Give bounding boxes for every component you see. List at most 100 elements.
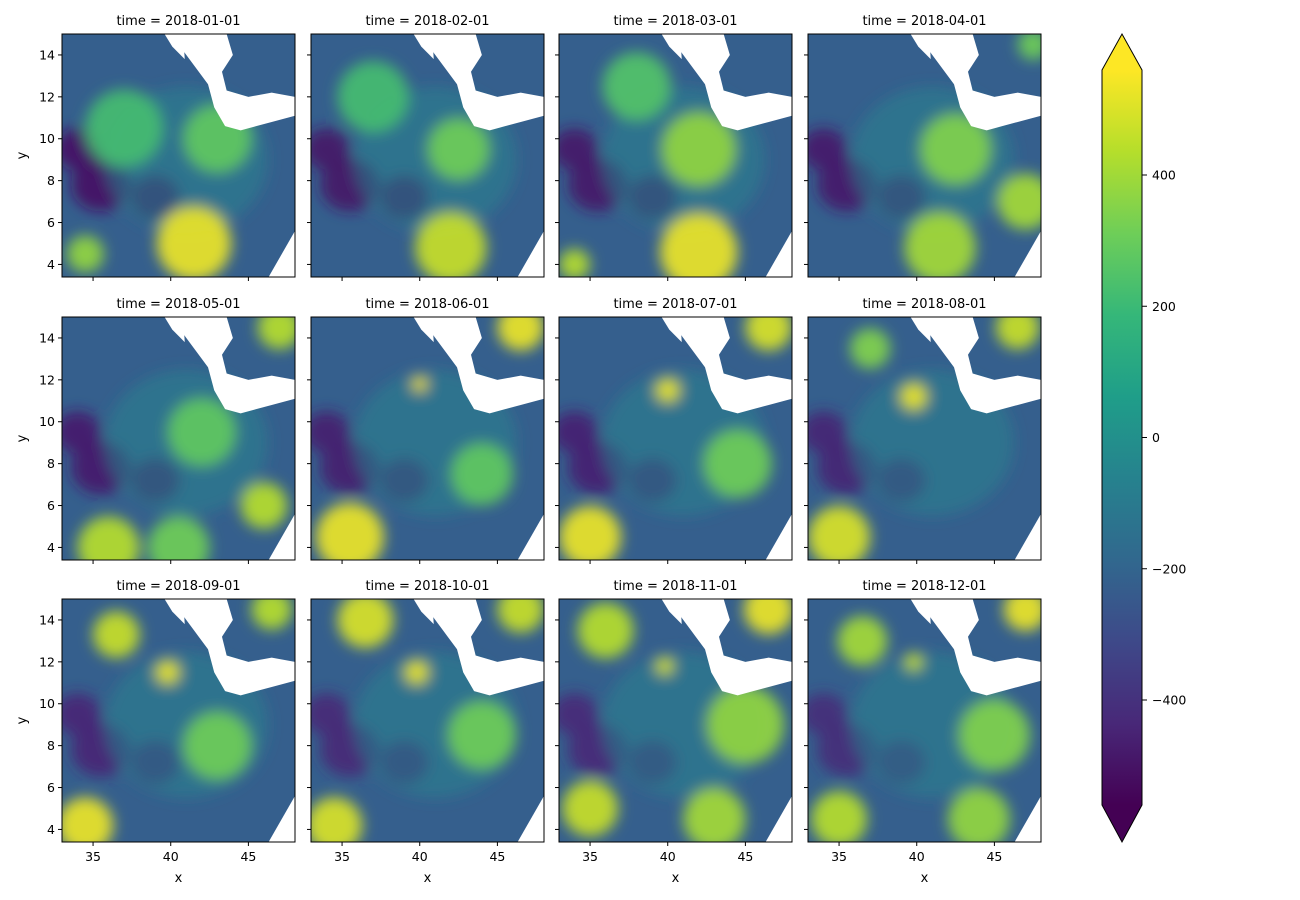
field-9 (62, 599, 295, 842)
y-tick-label: 6 (47, 215, 55, 230)
panel-frame (807, 316, 1042, 561)
panel-2: time = 2018-02-01 (307, 14, 545, 281)
y-tick-label: 14 (39, 330, 55, 345)
warm-anomaly (251, 599, 292, 630)
y-tick-label: 10 (39, 696, 55, 711)
gulf-of-aden-mask (181, 317, 295, 414)
field-3 (559, 34, 792, 277)
red-sea-mask (910, 599, 931, 625)
indian-ocean-mask (1014, 230, 1041, 277)
y-tick-label: 4 (47, 540, 55, 555)
panel-title: time = 2018-04-01 (862, 14, 986, 29)
gulf-of-aden-mask (927, 34, 1041, 131)
panel-12: time = 2018-12-01 35 40 45 x (804, 579, 1042, 886)
indian-ocean-mask (517, 513, 544, 560)
red-sea-mask (413, 599, 434, 625)
red-sea-mask (164, 34, 185, 60)
panel-title: time = 2018-06-01 (365, 297, 489, 312)
field-12 (808, 599, 1041, 842)
colorbar: 400 200 0 −200 −400 (1101, 32, 1186, 844)
panel-title: time = 2018-01-01 (116, 14, 240, 29)
cold-anomaly (311, 693, 350, 736)
warm-anomaly (1003, 599, 1041, 632)
y-tick-label: 14 (39, 47, 55, 62)
indian-ocean-mask (268, 230, 295, 277)
field-6 (311, 317, 544, 560)
cold-anomaly (311, 128, 350, 171)
gulf-of-aden-mask (678, 34, 792, 131)
warm-anomaly (904, 652, 923, 672)
warm-anomaly (66, 235, 104, 273)
colorbar-extend-max (1102, 34, 1142, 70)
x-tick-label: 40 (163, 849, 179, 864)
panel-9: time = 2018-09-01 4 6 8 10 12 14 35 40 45 y x (15, 579, 296, 886)
field-7 (559, 317, 792, 560)
gulf-of-aden-mask (927, 317, 1041, 414)
field-2 (311, 34, 544, 277)
y-axis-label: y (15, 151, 30, 159)
warm-anomaly (337, 599, 394, 648)
y-tick-label: 6 (47, 498, 55, 513)
y-axis-label: y (15, 716, 30, 724)
gulf-of-aden-mask (430, 599, 544, 696)
warm-anomaly (683, 787, 746, 842)
warm-anomaly (808, 505, 871, 560)
red-sea-mask (910, 317, 931, 343)
colorbar-outline (1101, 32, 1143, 844)
red-sea-mask (413, 317, 434, 343)
field-4 (808, 34, 1041, 277)
colorbar-extend-min (1102, 805, 1142, 842)
cold-anomaly (559, 693, 598, 736)
warm-anomaly (156, 206, 232, 277)
warm-anomaly (745, 317, 792, 351)
cold-anomaly (808, 693, 847, 736)
warm-anomaly (577, 602, 634, 659)
warm-anomaly (703, 429, 772, 498)
y-tick-label: 8 (47, 173, 55, 188)
panel-frame (310, 316, 545, 561)
warm-anomaly (661, 111, 737, 187)
warm-anomaly (427, 118, 490, 181)
warm-anomaly (85, 89, 163, 168)
y-tick-label: 8 (47, 738, 55, 753)
panel-title: time = 2018-02-01 (365, 14, 489, 29)
panel-frame (61, 316, 296, 561)
x-axis-label: x (424, 871, 432, 886)
warm-anomaly (257, 317, 295, 350)
indian-ocean-mask (765, 230, 792, 277)
colorbar-tick-label: −400 (1152, 693, 1186, 708)
x-tick-label: 35 (85, 849, 101, 864)
cold-anomaly (62, 411, 101, 454)
x-tick-label: 40 (660, 849, 676, 864)
x-tick-label: 35 (582, 849, 598, 864)
warm-anomaly (240, 482, 288, 529)
cold-anomaly (62, 693, 101, 736)
panel-frame (558, 33, 793, 278)
warm-anomaly (147, 516, 210, 560)
red-sea-mask (661, 34, 682, 60)
warm-anomaly (415, 211, 487, 277)
warm-anomaly (995, 317, 1040, 350)
panel-frame (807, 598, 1042, 843)
panel-3: time = 2018-03-01 (555, 14, 793, 281)
warm-anomaly (62, 797, 114, 842)
x-axis-label: x (921, 871, 929, 886)
cold-anomaly (808, 128, 847, 171)
panel-frame (807, 33, 1042, 278)
field-5 (62, 317, 295, 560)
cold-anomaly (559, 128, 598, 171)
x-tick-label: 35 (831, 849, 847, 864)
indian-ocean-mask (268, 795, 295, 842)
warm-anomaly (559, 248, 591, 277)
x-tick-label: 45 (986, 849, 1002, 864)
cold-anomaly (808, 411, 847, 454)
warm-anomaly (315, 502, 384, 560)
warm-anomaly (899, 382, 928, 411)
warm-anomaly (947, 787, 1010, 842)
warm-anomaly (837, 616, 888, 666)
panel-frame (558, 316, 793, 561)
cold-anomaly (559, 411, 598, 454)
field-10 (311, 599, 544, 842)
warm-anomaly (997, 173, 1041, 230)
